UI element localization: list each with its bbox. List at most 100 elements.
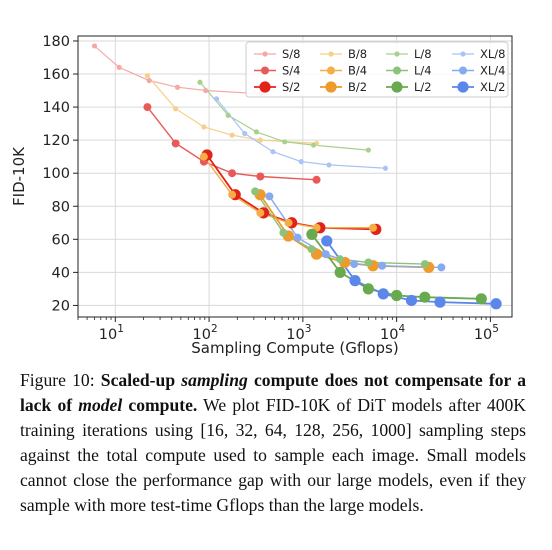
x-tick-label: 101: [99, 323, 124, 343]
data-point-b-4: [256, 208, 265, 217]
legend-label-b-4: B/4: [348, 64, 367, 78]
data-point-s-8: [146, 78, 152, 84]
data-point-l-2: [391, 289, 403, 302]
data-point-l-4: [364, 258, 373, 267]
series-line-b-4: [203, 156, 373, 229]
data-point-l-8: [197, 79, 203, 85]
legend-swatch-marker-l-8: [394, 51, 400, 57]
figure-10: 20 40 60 80 100 120 140 160 180 101 102 103 104 105 S…: [10, 34, 513, 357]
y-tick-label: 20: [52, 298, 70, 314]
legend: S/8 S/4 S/2 B/8 B/4 B/2 L/8 L/4 L/2 XL/8 XL/4 XL/2: [245, 41, 509, 98]
series-line-s-8: [94, 45, 263, 95]
data-point-l-2: [475, 293, 487, 305]
data-point-b-4: [369, 223, 378, 232]
data-point-xl-8: [242, 130, 248, 137]
data-point-s-8: [91, 43, 98, 49]
fid-vs-sampling-compute-chart: 20 40 60 80 100 120 140 160 180 101 102 103 104 105 S…: [10, 34, 513, 357]
figure-caption: Figure 10: Scaled-up sampling compute do…: [20, 368, 526, 518]
y-tick-label: 160: [42, 67, 70, 83]
legend-swatch-marker-xl-2: [457, 81, 469, 93]
data-point-b-8: [257, 137, 263, 143]
y-tick-label: 140: [42, 100, 70, 116]
caption-body: We plot FID-10K of DiT models after 400K…: [20, 395, 526, 515]
legend-swatch-marker-xl-4: [459, 66, 467, 75]
legend-swatch-marker-b-2: [325, 81, 337, 93]
data-point-xl-8: [326, 162, 332, 168]
data-point-s-8: [116, 64, 122, 71]
data-point-b-8: [173, 106, 179, 112]
data-point-xl-4: [350, 260, 359, 269]
data-point-s-4: [228, 169, 237, 178]
data-point-b-4: [284, 218, 293, 227]
legend-swatch-marker-s-8: [262, 51, 268, 57]
data-point-xl-4: [265, 192, 274, 201]
series-line-b-8: [146, 75, 317, 144]
legend-label-b-2: B/2: [348, 80, 367, 94]
data-point-xl-4: [293, 233, 302, 242]
legend-label-l-4: L/4: [414, 64, 432, 78]
data-point-l-8: [253, 129, 260, 135]
y-tick-label: 100: [42, 166, 70, 182]
data-point-xl-2: [349, 275, 361, 287]
data-point-xl-2: [321, 235, 333, 247]
data-point-l-2: [362, 283, 374, 295]
data-point-s-4: [171, 139, 180, 148]
data-point-b-8: [201, 124, 207, 130]
data-point-s-8: [203, 87, 209, 94]
series-line-xl-8: [216, 98, 386, 169]
data-point-l-4: [307, 245, 316, 254]
legend-label-xl-8: XL/8: [480, 47, 505, 61]
data-point-l-8: [365, 147, 371, 153]
y-tick-label: 40: [52, 265, 70, 281]
data-point-l-8: [282, 139, 288, 145]
data-point-xl-2: [490, 298, 502, 310]
caption-prefix: Figure 10:: [20, 370, 101, 390]
legend-label-s-4: S/4: [282, 64, 301, 78]
data-point-xl-4: [378, 261, 387, 270]
data-point-xl-2: [377, 288, 389, 300]
series-line-l-8: [199, 81, 369, 151]
x-axis-label: Sampling Compute (Gflops): [191, 339, 398, 357]
data-point-xl-2: [434, 296, 446, 308]
x-tick-label: 104: [380, 323, 405, 343]
legend-swatch-marker-b-4: [327, 66, 335, 75]
data-point-b-4: [199, 152, 208, 161]
y-tick-label: 80: [52, 199, 70, 215]
data-point-l-4: [279, 228, 288, 237]
y-axis-label: FID-10K: [10, 146, 28, 206]
legend-swatch-marker-s-4: [261, 66, 269, 75]
series-line-s-4: [146, 106, 317, 181]
data-point-l-2: [306, 228, 318, 240]
data-point-b-4: [228, 190, 237, 199]
data-point-s-4: [312, 175, 321, 184]
data-point-l-4: [335, 255, 344, 264]
axis-ticks: 20 40 60 80 100 120 140 160 180 101 102 103 104 105: [42, 34, 499, 343]
legend-box: [245, 41, 509, 98]
legend-label-xl-4: XL/4: [480, 64, 505, 78]
legend-swatch-marker-l-2: [391, 81, 403, 93]
y-tick-label: 180: [42, 34, 70, 50]
series-points: [91, 43, 502, 310]
data-point-l-2: [334, 266, 346, 278]
data-point-l-4: [251, 187, 260, 196]
plot-frame: [77, 35, 513, 318]
data-point-l-2: [419, 291, 431, 303]
legend-swatch-marker-l-4: [393, 66, 401, 75]
data-point-xl-8: [270, 149, 276, 155]
data-point-xl-8: [382, 165, 389, 171]
data-point-s-4: [256, 172, 265, 181]
data-point-xl-4: [437, 263, 446, 272]
data-point-l-4: [420, 260, 429, 269]
data-point-l-8: [310, 142, 317, 148]
x-tick-label: 102: [193, 323, 218, 343]
data-point-l-8: [225, 112, 231, 118]
legend-label-b-8: B/8: [348, 47, 367, 61]
data-point-xl-2: [405, 294, 418, 307]
caption-title: Scaled-up sampling compute does not comp…: [20, 370, 526, 415]
data-point-xl-8: [213, 96, 220, 102]
x-tick-label: 105: [474, 323, 499, 343]
legend-label-l-2: L/2: [414, 80, 432, 94]
series-line-xl-4: [268, 195, 442, 269]
legend-label-s-8: S/8: [282, 47, 301, 61]
data-point-s-4: [143, 103, 152, 112]
